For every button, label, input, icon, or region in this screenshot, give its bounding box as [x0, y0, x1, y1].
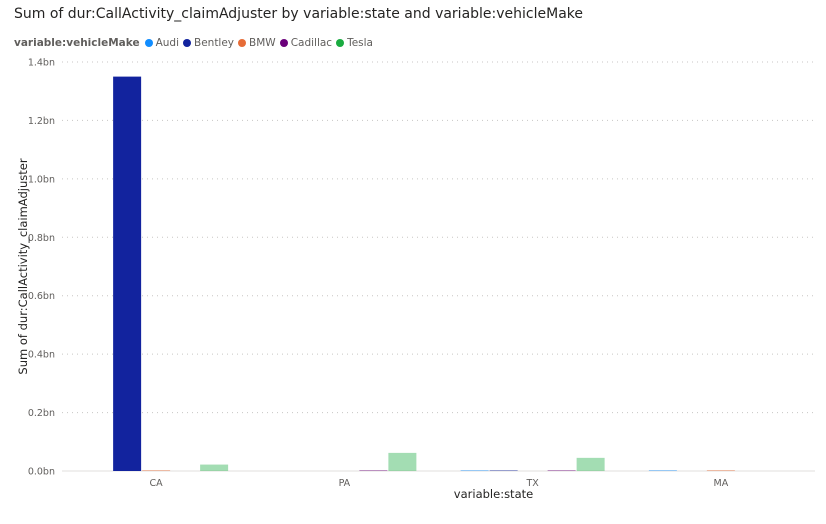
legend-item-tesla[interactable]: Tesla [336, 37, 373, 49]
bar-cadillac-pa[interactable] [359, 470, 388, 471]
legend-item-cadillac[interactable]: Cadillac [279, 37, 333, 49]
y-axis-title: Sum of dur:CallActivity_claimAdjuster [16, 158, 30, 374]
legend-marker [279, 39, 288, 47]
bar-tesla-ca[interactable] [200, 464, 229, 471]
y-tick-label: 0.4bn [28, 350, 55, 361]
y-tick-label: 0.8bn [28, 233, 55, 244]
bar-tesla-pa[interactable] [388, 452, 417, 471]
legend-title: variable:vehicleMake [14, 37, 140, 49]
y-tick-label: 1.0bn [28, 174, 55, 185]
legend-item-bmw[interactable]: BMW [238, 37, 276, 49]
legend-items: Audi Bentley BMW Cadillac Tesla [144, 37, 377, 49]
y-tick-label: 1.4bn [28, 58, 55, 69]
y-tick-label: 1.2bn [28, 116, 55, 127]
legend-label: Tesla [347, 37, 373, 49]
bar-bmw-ca[interactable] [142, 470, 171, 471]
bar-audi-ma[interactable] [648, 470, 677, 471]
legend-marker [144, 39, 153, 47]
y-tick-label: 0.6bn [28, 291, 55, 302]
bar-bmw-ma[interactable] [706, 470, 735, 471]
chart-title: Sum of dur:CallActivity_claimAdjuster by… [14, 6, 584, 22]
x-tick-label: TX [525, 478, 539, 489]
legend-marker [336, 39, 345, 47]
x-tick-label: PA [339, 478, 351, 489]
legend-label: Cadillac [290, 37, 333, 49]
legend: variable:vehicleMake Audi Bentley BMW Cadil… [14, 35, 377, 51]
y-tick-label: 0.2bn [28, 408, 55, 419]
legend-label: Bentley [194, 37, 235, 49]
legend-marker [238, 39, 247, 47]
x-tick-label: CA [150, 478, 164, 489]
legend-label: BMW [249, 37, 276, 49]
legend-item-bentley[interactable]: Bentley [183, 37, 234, 49]
x-axis-title: variable:state [454, 487, 533, 501]
bar-cadillac-tx[interactable] [547, 470, 576, 471]
bar-tesla-tx[interactable] [576, 457, 605, 471]
bar-bentley-ca[interactable] [113, 76, 142, 471]
x-tick-label: MA [714, 478, 729, 489]
legend-item-audi[interactable]: Audi [144, 37, 179, 49]
bar-audi-tx[interactable] [460, 470, 489, 471]
bar-bentley-tx[interactable] [489, 470, 518, 471]
legend-label: Audi [155, 37, 179, 49]
y-tick-label: 0.0bn [28, 467, 55, 478]
legend-marker [183, 39, 191, 47]
